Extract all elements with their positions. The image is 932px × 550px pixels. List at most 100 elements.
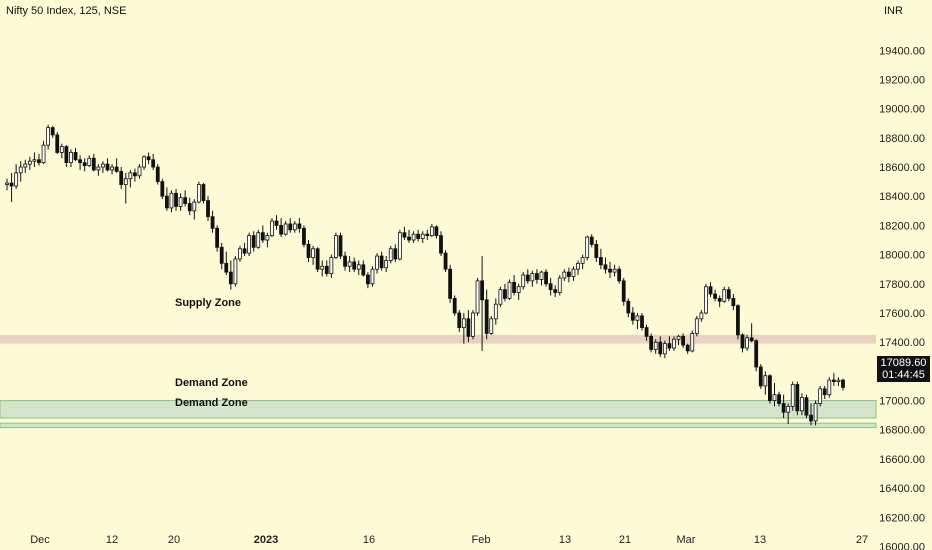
candle-body [334, 235, 338, 258]
candle-body [745, 337, 749, 349]
candle-body [676, 335, 681, 340]
candle-body [288, 223, 293, 231]
candle-body [635, 315, 640, 321]
y-tick-label: 16400.00 [879, 483, 925, 495]
candle-body [713, 293, 717, 299]
candle-body [365, 274, 370, 285]
candle-body [535, 273, 539, 280]
x-tick-label: Mar [677, 534, 696, 546]
x-tick-label: 13 [559, 534, 571, 546]
candle-body [41, 144, 46, 164]
last-price-value: 17089.60 [880, 357, 927, 369]
y-tick-label: 17000.00 [879, 396, 925, 408]
candle-body [795, 384, 800, 412]
candle-body [59, 146, 64, 153]
candle-body [708, 286, 713, 295]
candle-body [580, 257, 585, 264]
candle-body [174, 192, 178, 207]
candle-body [740, 334, 745, 349]
candle-body [475, 280, 480, 314]
candle-body [557, 277, 562, 293]
candle-body [238, 248, 242, 260]
candle-body [379, 255, 384, 269]
candle-body [429, 226, 434, 237]
y-tick-label: 18600.00 [879, 162, 925, 174]
candle-body [484, 299, 489, 334]
candle-body [662, 343, 667, 355]
candle-body [498, 289, 503, 305]
candle-body [210, 216, 215, 229]
candle-body [14, 172, 19, 187]
candle-body [799, 397, 804, 412]
candle-body [27, 160, 32, 165]
candle-body [356, 264, 361, 270]
candle-body [585, 236, 590, 258]
candle-body [539, 271, 544, 280]
candle-body [731, 297, 736, 307]
candle-body [818, 388, 823, 404]
candle-body [466, 318, 471, 337]
candle-body [722, 289, 727, 302]
candle-body [388, 248, 393, 261]
candle-body [224, 262, 229, 273]
demand-zone-band-2 [0, 422, 877, 429]
candle-body [681, 335, 686, 346]
candle-body [758, 366, 763, 387]
candle-body [667, 343, 672, 349]
candle-body [443, 252, 448, 270]
candle-body [375, 255, 379, 270]
x-tick-label: 27 [856, 534, 868, 546]
candle-body [201, 184, 206, 201]
candle-body [183, 197, 188, 204]
bar-countdown: 01:44:45 [882, 369, 925, 381]
candle-body [763, 375, 768, 387]
candle-body [233, 258, 238, 285]
candle-body [425, 233, 430, 237]
candle-body [119, 171, 124, 185]
candle-body [571, 268, 576, 277]
candle-body [142, 156, 146, 168]
candle-body [247, 235, 252, 254]
candle-body [644, 327, 649, 337]
candle-body [831, 379, 836, 382]
candle-body [612, 268, 617, 273]
candle-body [23, 163, 28, 168]
candle-body [329, 257, 334, 274]
y-tick-label: 16800.00 [879, 425, 925, 437]
candle-body [306, 243, 311, 258]
candle-body [18, 166, 23, 174]
candle-body [525, 274, 530, 282]
candle-body [105, 163, 110, 171]
candle-body [274, 220, 279, 226]
candle-body [5, 182, 9, 185]
y-tick-label: 18000.00 [879, 250, 925, 262]
candle-body [315, 248, 320, 270]
candle-body [187, 203, 192, 212]
candle-body [101, 163, 105, 168]
y-tick-label: 17800.00 [879, 279, 925, 291]
candle-body [292, 223, 297, 231]
candle-body [617, 268, 622, 282]
candle-body [338, 235, 343, 257]
candle-body [809, 414, 813, 422]
y-tick-label: 18200.00 [879, 220, 925, 232]
x-tick-label: 13 [754, 534, 766, 546]
candle-body [206, 200, 210, 218]
candle-body [704, 286, 708, 314]
candle-body [530, 273, 535, 282]
candle-body [603, 264, 608, 270]
candle-body [452, 297, 457, 314]
candle-body [621, 280, 626, 302]
candle-body [228, 271, 233, 285]
candle-body [827, 379, 832, 396]
candle-body [562, 271, 567, 279]
candle-body [402, 232, 407, 238]
supply-zone-label: Supply Zone [175, 297, 241, 309]
candle-body [567, 271, 571, 277]
candle-body [352, 261, 357, 270]
candle-body [407, 236, 411, 241]
y-tick-label: 17600.00 [879, 308, 925, 320]
candle-body [324, 265, 329, 274]
candle-body [370, 268, 375, 285]
